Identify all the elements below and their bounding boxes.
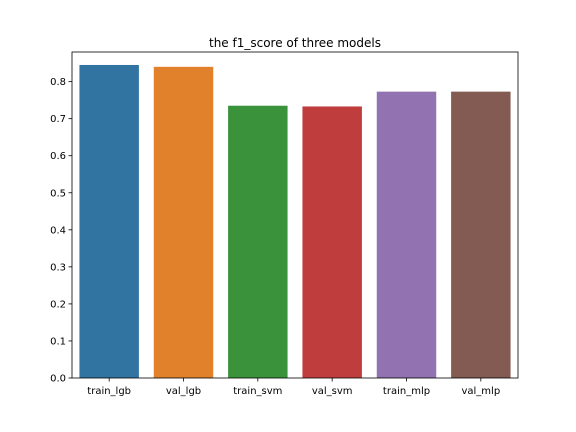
bar-val_lgb — [153, 66, 214, 379]
y-tick-label: 0.1 — [50, 336, 66, 347]
plot-frame — [71, 51, 519, 379]
bar-train_lgb — [79, 64, 139, 378]
x-tick-label: val_lgb — [166, 386, 201, 397]
bar-val_svm — [302, 106, 362, 378]
y-tick-label: 0.0 — [50, 374, 66, 385]
y-tick-label: 0.2 — [50, 299, 66, 310]
y-tick-label: 0.4 — [50, 225, 66, 236]
x-axis: train_lgb val_lgb train_svm val_svm train_ml… — [87, 378, 500, 397]
chart-title: the f1_score of three models — [209, 36, 381, 50]
x-tick-label: train_lgb — [87, 386, 131, 397]
y-tick-label: 0.7 — [50, 114, 66, 125]
bar-train_mlp — [376, 91, 437, 378]
y-axis: 0.0 0.1 0.2 0.3 0.4 0.5 0.6 0.7 0.8 — [50, 77, 72, 385]
x-tick-label: val_svm — [312, 386, 353, 397]
bar-val_mlp — [451, 91, 511, 378]
x-tick-label: train_svm — [233, 386, 282, 397]
y-tick-label: 0.5 — [50, 188, 66, 199]
y-tick-label: 0.6 — [50, 151, 66, 162]
y-tick-label: 0.3 — [50, 262, 66, 273]
x-tick-label: val_mlp — [461, 386, 500, 397]
bars-layer — [79, 64, 511, 379]
x-tick-label: train_mlp — [383, 386, 430, 397]
y-tick-label: 0.8 — [50, 77, 66, 88]
bar-train_svm — [228, 105, 288, 378]
